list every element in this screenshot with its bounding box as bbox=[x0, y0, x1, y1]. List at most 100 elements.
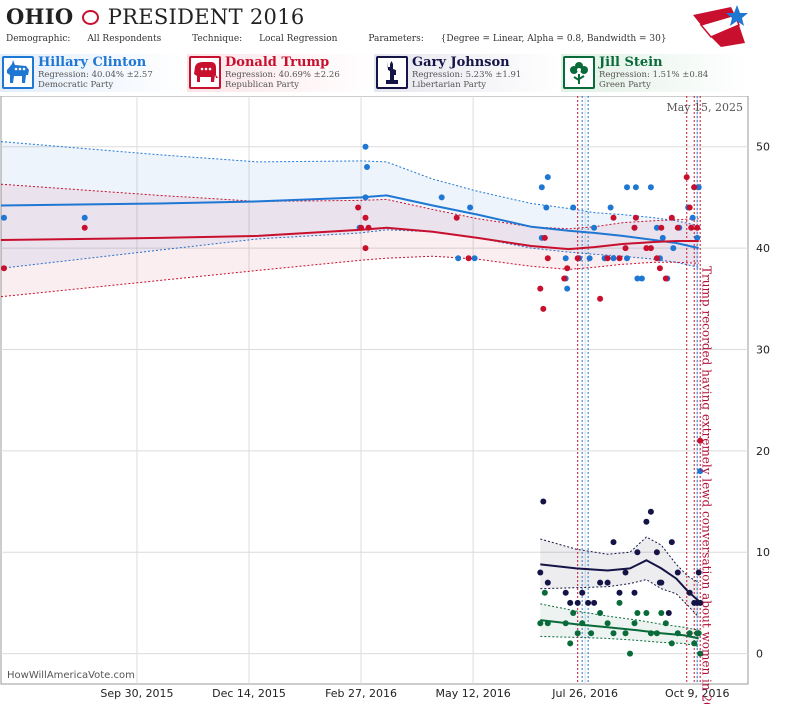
regression-line bbox=[0, 226, 699, 251]
poll-point bbox=[585, 599, 592, 606]
poll-point bbox=[544, 579, 551, 586]
candidate-name: Jill Stein bbox=[599, 55, 663, 70]
poll-point bbox=[588, 630, 595, 637]
x-tick-label: Dec 14, 2015 bbox=[212, 687, 286, 700]
poll-point bbox=[632, 184, 639, 191]
chart-date: May 15, 2025 bbox=[666, 101, 743, 114]
technique-label: Technique: bbox=[192, 34, 243, 44]
poll-point bbox=[694, 234, 701, 241]
poll-point bbox=[541, 589, 548, 596]
regression-lines bbox=[0, 194, 700, 640]
poll-point bbox=[561, 275, 568, 282]
poll-point bbox=[537, 285, 544, 292]
poll-point bbox=[604, 579, 611, 586]
demographic-label: Demographic: bbox=[6, 34, 71, 44]
y-axis-ticks: 0 10 20 30 40 50 bbox=[756, 141, 770, 661]
candidate-regression: Regression: 40.69% ±2.26 bbox=[225, 70, 340, 80]
poll-point bbox=[658, 610, 665, 616]
poll-point bbox=[622, 630, 629, 637]
plot-frame bbox=[0, 96, 749, 685]
poll-point bbox=[591, 599, 598, 606]
poll-point bbox=[624, 184, 630, 191]
y-tick-label: 40 bbox=[756, 242, 770, 255]
poll-point bbox=[688, 224, 695, 231]
poll-point bbox=[579, 589, 586, 596]
regression-line bbox=[540, 559, 700, 602]
poll-point bbox=[544, 174, 551, 181]
poll-point bbox=[438, 194, 445, 201]
candidate-regression: Regression: 40.04% ±2.57 bbox=[38, 70, 153, 80]
poll-point bbox=[610, 539, 617, 546]
poll-point bbox=[610, 214, 617, 221]
poll-point bbox=[564, 285, 571, 292]
poll-point bbox=[668, 539, 675, 546]
poll-point bbox=[674, 569, 681, 576]
poll-point bbox=[616, 255, 623, 262]
poll-point bbox=[1, 214, 7, 221]
candidate-card-stein: Jill Stein Regression: 1.51% ±0.84 Green… bbox=[561, 54, 747, 92]
confidence-band-upper bbox=[0, 141, 699, 227]
poll-point bbox=[455, 255, 462, 262]
poll-point bbox=[686, 630, 693, 637]
poll-point bbox=[691, 184, 698, 191]
poll-point bbox=[647, 245, 654, 252]
state-flag-icon bbox=[82, 10, 100, 25]
poll-point bbox=[586, 255, 593, 262]
confidence-band-upper bbox=[540, 536, 699, 584]
poll-point bbox=[610, 255, 617, 262]
confidence-band-lower bbox=[0, 255, 699, 298]
poll-point bbox=[597, 610, 604, 616]
poll-point bbox=[574, 255, 581, 262]
poll-point bbox=[634, 275, 641, 282]
poll-point bbox=[634, 610, 641, 616]
poll-point bbox=[695, 184, 702, 191]
poll-point bbox=[616, 599, 623, 606]
poll-point bbox=[686, 204, 693, 211]
site-logo-icon bbox=[693, 5, 748, 47]
poll-point bbox=[631, 589, 638, 596]
poll-point bbox=[355, 204, 362, 211]
poll-point bbox=[543, 204, 550, 211]
poll-point bbox=[570, 610, 577, 616]
poll-point bbox=[562, 255, 569, 262]
candidate-name: Gary Johnson bbox=[412, 55, 510, 70]
candidate-regression: Regression: 1.51% ±0.84 bbox=[599, 70, 709, 80]
state-name: OHIO bbox=[6, 4, 74, 29]
parameters-label: Parameters: bbox=[368, 34, 424, 44]
statue-of-liberty-icon bbox=[376, 56, 408, 89]
parameters-line: Demographic: All Respondents Technique: … bbox=[6, 34, 695, 44]
poll-point bbox=[567, 640, 574, 647]
x-axis-ticks: Sep 30, 2015 Dec 14, 2015 Feb 27, 2016 May … bbox=[100, 687, 729, 700]
y-tick-label: 30 bbox=[756, 343, 770, 356]
poll-point bbox=[591, 224, 598, 231]
candidate-name: Hillary Clinton bbox=[38, 55, 147, 70]
poll-point bbox=[697, 599, 704, 606]
chart-header: OHIO PRESIDENT 2016 Demographic: All Res… bbox=[0, 0, 789, 50]
confidence-band-area bbox=[540, 603, 699, 647]
poll-point bbox=[362, 143, 369, 150]
poll-point bbox=[658, 579, 665, 586]
poll-point bbox=[632, 214, 639, 221]
poll-point bbox=[538, 184, 545, 191]
poll-point bbox=[668, 214, 675, 221]
poll-point bbox=[364, 164, 370, 170]
candidate-party: Libertarian Party bbox=[412, 80, 487, 90]
poll-point bbox=[465, 255, 472, 262]
poll-point bbox=[694, 224, 701, 231]
poll-point bbox=[453, 214, 460, 221]
y-tick-label: 0 bbox=[756, 648, 763, 661]
poll-point bbox=[570, 204, 577, 211]
poll-point bbox=[540, 498, 547, 505]
poll-point bbox=[622, 245, 629, 252]
poll-point bbox=[574, 630, 581, 637]
poll-point bbox=[653, 224, 660, 231]
poll-point bbox=[541, 234, 548, 241]
poll-point bbox=[695, 630, 702, 637]
candidate-party: Green Party bbox=[599, 80, 651, 90]
regression-line bbox=[0, 194, 699, 250]
poll-point bbox=[597, 579, 604, 586]
source-label: HowWillAmericaVote.com bbox=[7, 670, 135, 681]
poll-point bbox=[691, 640, 698, 647]
poll-point bbox=[627, 650, 633, 657]
candidate-card-clinton: Hillary Clinton Regression: 40.04% ±2.57… bbox=[0, 54, 186, 92]
